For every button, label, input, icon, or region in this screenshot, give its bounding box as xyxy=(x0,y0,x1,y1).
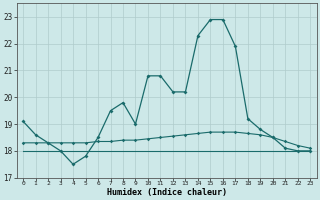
X-axis label: Humidex (Indice chaleur): Humidex (Indice chaleur) xyxy=(107,188,227,197)
